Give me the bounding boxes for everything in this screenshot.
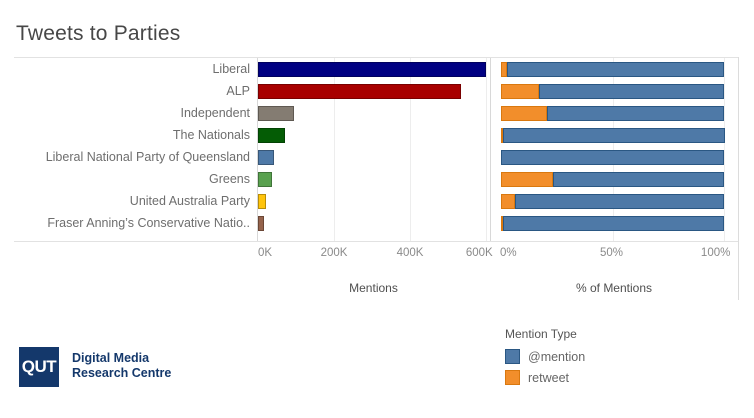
gridline bbox=[334, 58, 335, 241]
retweet-segment[interactable] bbox=[501, 216, 504, 231]
mentions-bar[interactable] bbox=[258, 84, 462, 99]
axis-tick-label: 200K bbox=[320, 247, 348, 259]
category-label[interactable]: Liberal National Party of Queensland bbox=[45, 150, 250, 164]
category-label[interactable]: ALP bbox=[226, 84, 250, 98]
legend-title: Mention Type bbox=[505, 327, 577, 341]
category-label[interactable]: Independent bbox=[180, 106, 250, 120]
category-label[interactable]: Greens bbox=[209, 172, 250, 186]
percent-stacked-bar bbox=[501, 216, 724, 231]
category-axis: Liberal ALP Independent The Nationals Libera… bbox=[14, 58, 253, 241]
retweet-segment[interactable] bbox=[501, 128, 503, 143]
retweet-segment[interactable] bbox=[501, 172, 554, 187]
mentions-bar[interactable] bbox=[258, 216, 265, 231]
chart-top-border bbox=[14, 57, 739, 58]
mention-segment[interactable] bbox=[501, 150, 724, 165]
retweet-segment[interactable] bbox=[501, 106, 547, 121]
category-label[interactable]: Liberal bbox=[212, 62, 250, 76]
axis-tick-label: 0K bbox=[258, 247, 273, 259]
percent-stacked-bar bbox=[501, 172, 724, 187]
org-name: Digital Media Research Centre bbox=[72, 351, 171, 381]
percent-axis-title: % of Mentions bbox=[575, 281, 653, 295]
axis-tick-label: 50% bbox=[599, 247, 624, 259]
category-label[interactable]: United Australia Party bbox=[129, 194, 250, 208]
percent-stacked-bar bbox=[501, 106, 724, 121]
mention-segment[interactable] bbox=[546, 106, 724, 121]
gridline bbox=[486, 58, 487, 241]
mentions-bar[interactable] bbox=[258, 150, 275, 165]
percent-stacked-bar bbox=[501, 194, 724, 209]
axis-tick-label: 400K bbox=[396, 247, 424, 259]
axis-tick-label: 600K bbox=[465, 247, 493, 259]
mention-segment[interactable] bbox=[503, 128, 725, 143]
chart-bottom-border bbox=[14, 241, 739, 242]
legend-item-mention[interactable]: @mention bbox=[505, 349, 585, 364]
category-label[interactable]: The Nationals bbox=[172, 128, 250, 142]
percent-stacked-bar bbox=[501, 128, 725, 143]
mention-swatch-icon bbox=[505, 349, 520, 364]
legend: Mention Type @mention retweet bbox=[505, 327, 585, 391]
org-line2: Research Centre bbox=[72, 366, 172, 380]
chart-right-border bbox=[738, 57, 739, 300]
mentions-axis-title: Mentions bbox=[349, 281, 398, 295]
mention-segment[interactable] bbox=[515, 194, 724, 209]
retweet-segment[interactable] bbox=[501, 84, 539, 99]
legend-label-mention: @mention bbox=[528, 349, 586, 364]
mentions-pane bbox=[257, 58, 491, 241]
mention-segment[interactable] bbox=[506, 62, 724, 77]
legend-label-retweet: retweet bbox=[528, 370, 569, 385]
mention-segment[interactable] bbox=[503, 216, 724, 231]
mentions-bar[interactable] bbox=[258, 128, 285, 143]
axis-tick-label: 0% bbox=[500, 247, 517, 259]
gridline bbox=[724, 58, 725, 241]
org-line1: Digital Media bbox=[72, 351, 150, 365]
percent-stacked-bar bbox=[501, 150, 724, 165]
mentions-bar[interactable] bbox=[258, 106, 295, 121]
retweet-segment[interactable] bbox=[501, 194, 516, 209]
mentions-bar[interactable] bbox=[258, 62, 486, 77]
percent-pane bbox=[490, 58, 739, 241]
axis-tick-label: 100% bbox=[700, 247, 731, 259]
mentions-bar[interactable] bbox=[258, 172, 273, 187]
qut-logo: QUT bbox=[19, 347, 59, 387]
legend-item-retweet[interactable]: retweet bbox=[505, 370, 585, 385]
page-title: Tweets to Parties bbox=[16, 22, 181, 45]
gridline bbox=[410, 58, 411, 241]
mention-segment[interactable] bbox=[553, 172, 724, 187]
retweet-segment[interactable] bbox=[501, 62, 507, 77]
category-label[interactable]: Fraser Anning’s Conservative Natio.. bbox=[47, 216, 250, 230]
gridline bbox=[612, 58, 614, 241]
mentions-bar[interactable] bbox=[258, 194, 267, 209]
percent-stacked-bar bbox=[501, 84, 724, 99]
retweet-swatch-icon bbox=[505, 370, 520, 385]
mention-segment[interactable] bbox=[538, 84, 724, 99]
percent-stacked-bar bbox=[501, 62, 724, 77]
